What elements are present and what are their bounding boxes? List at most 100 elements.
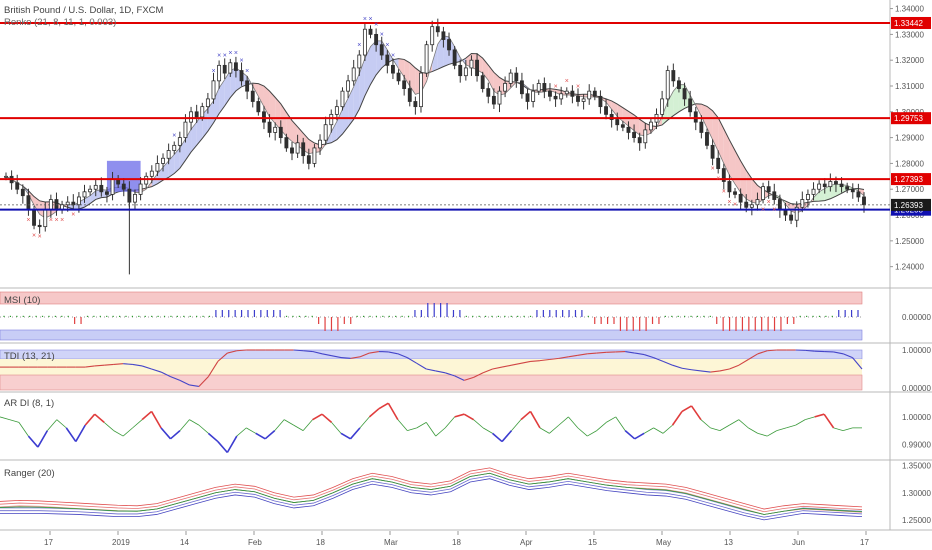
cloud-segment — [263, 86, 270, 117]
candle-body — [828, 181, 833, 188]
cloud-segment — [331, 121, 337, 143]
cloud-segment — [213, 87, 220, 123]
cloud-segment — [207, 100, 214, 132]
time-tick-label: 17 — [860, 538, 869, 547]
candle-body — [463, 67, 468, 77]
ardi-line-segment — [207, 432, 219, 443]
ardi-line-segment — [634, 432, 645, 440]
tdi-line-segment — [123, 363, 133, 365]
candle-body — [721, 168, 726, 182]
tdi-line-segment — [558, 356, 569, 359]
candle-body — [738, 193, 743, 203]
tdi-line-segment — [577, 353, 588, 356]
time-tick-label: 14 — [180, 538, 189, 547]
cloud-segment — [336, 109, 343, 140]
ranger-tick-label: 1.30000 — [902, 489, 931, 498]
candle-body — [368, 28, 373, 35]
candle-body — [430, 26, 435, 46]
candle-body — [93, 184, 98, 190]
indicator-label: Renko (21, 8, 11, 1, 0.003) — [4, 17, 117, 28]
candle-body — [20, 188, 25, 197]
time-tick-label: 17 — [44, 538, 53, 547]
ardi-line-segment — [435, 427, 446, 437]
ardi-line-segment — [549, 424, 560, 434]
price-tick-label: 1.29000 — [895, 134, 924, 143]
candle-body — [133, 193, 137, 203]
tdi-line-segment — [625, 350, 635, 354]
candle-body — [626, 126, 631, 133]
ardi-tick-label: 0.99000 — [902, 440, 931, 449]
candle-body — [284, 137, 289, 149]
candle-body — [407, 88, 412, 102]
msi-lower-band — [0, 329, 863, 341]
candle-body — [699, 121, 704, 133]
candle-body — [233, 62, 238, 71]
signal-marker: × — [374, 21, 378, 28]
signal-marker: × — [49, 217, 53, 224]
candle-body — [604, 106, 608, 115]
candle-body — [643, 129, 648, 144]
ardi-line-segment — [795, 419, 806, 426]
tdi-line-segment — [170, 376, 181, 381]
candle-body — [632, 132, 637, 139]
ardi-line-segment — [653, 427, 664, 434]
candle-body — [144, 175, 149, 185]
msi-upper-band — [0, 291, 863, 305]
cloud-segment — [835, 184, 842, 197]
msi-tick-label: 0.00000 — [902, 313, 931, 322]
candle-body — [318, 139, 322, 149]
candle-body — [805, 193, 810, 200]
tdi-line-segment — [132, 363, 143, 367]
candle-body — [391, 64, 395, 74]
candle-body — [733, 191, 737, 195]
cloud-segment — [706, 106, 713, 140]
ardi-line-segment — [587, 430, 597, 437]
tdi-line-segment — [852, 357, 863, 370]
candle-body — [37, 224, 42, 228]
candle-body — [525, 93, 530, 102]
candle-body — [598, 95, 603, 108]
candle-body — [856, 191, 861, 198]
candle-body — [301, 142, 306, 157]
candle-body — [402, 80, 407, 89]
ardi-line-segment — [425, 422, 437, 437]
price-tick-label: 1.34000 — [895, 5, 924, 14]
cloud-segment — [191, 122, 197, 153]
ardi-line-segment — [568, 416, 579, 429]
tdi-line-segment — [198, 376, 209, 387]
tdi-line-segment — [643, 354, 654, 359]
cloud-segment — [493, 72, 500, 96]
ardi-line-segment — [94, 413, 105, 423]
candle-body — [88, 188, 93, 193]
candle-body — [413, 101, 418, 108]
cloud-segment — [409, 62, 416, 95]
candle-body — [374, 33, 379, 46]
cloud-segment — [735, 150, 741, 193]
ardi-line-segment — [511, 419, 522, 431]
ardi-line-segment — [814, 413, 825, 418]
tdi-line-segment — [331, 355, 342, 359]
cloud-segment — [230, 67, 236, 98]
ardi-line-segment — [482, 427, 493, 434]
candle-body — [749, 204, 754, 208]
signal-marker: × — [71, 212, 75, 219]
candle-body — [452, 49, 457, 66]
signal-marker: × — [369, 16, 373, 23]
time-tick-label: Mar — [384, 538, 398, 547]
candle-body — [548, 90, 552, 97]
signal-marker: × — [211, 68, 215, 75]
cloud-segment — [673, 84, 679, 116]
cloud-segment — [168, 154, 175, 178]
ardi-line-segment — [700, 419, 711, 429]
tdi-line-segment — [312, 350, 323, 355]
level-badge — [891, 16, 931, 29]
ardi-line-segment — [340, 432, 351, 440]
signal-marker: × — [26, 217, 30, 224]
tdi-line-segment — [179, 379, 190, 386]
signal-marker: × — [391, 52, 395, 59]
tdi-line-segment — [350, 356, 361, 359]
ardi-line-segment — [217, 441, 228, 454]
cloud-segment — [634, 114, 640, 136]
ardi-line-segment — [767, 430, 777, 437]
